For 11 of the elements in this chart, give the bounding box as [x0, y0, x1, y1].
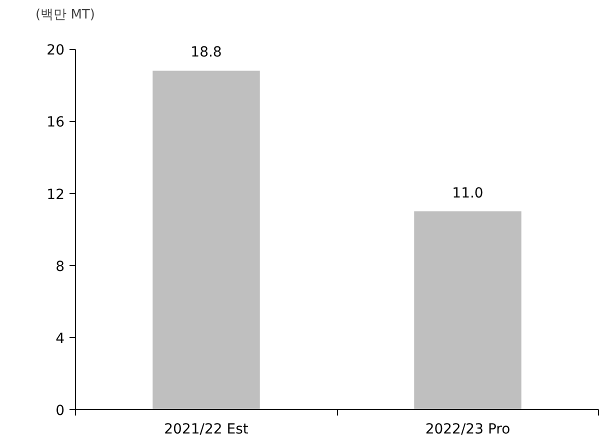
- x-tick-label: 2021/22 Est: [164, 422, 249, 438]
- y-tick-label: 0: [56, 403, 65, 419]
- x-tick-label: 2022/23 Pro: [425, 422, 510, 438]
- y-tick-label: 12: [46, 186, 65, 203]
- data-label: 18.8: [190, 44, 222, 61]
- y-tick-label: 16: [46, 114, 65, 131]
- y-tick-label: 4: [56, 330, 65, 347]
- y-axis-title: (백만 MT): [36, 8, 95, 22]
- y-tick-label: 20: [46, 42, 65, 59]
- data-label: 11.0: [452, 185, 484, 202]
- y-tick-label: 8: [56, 258, 65, 275]
